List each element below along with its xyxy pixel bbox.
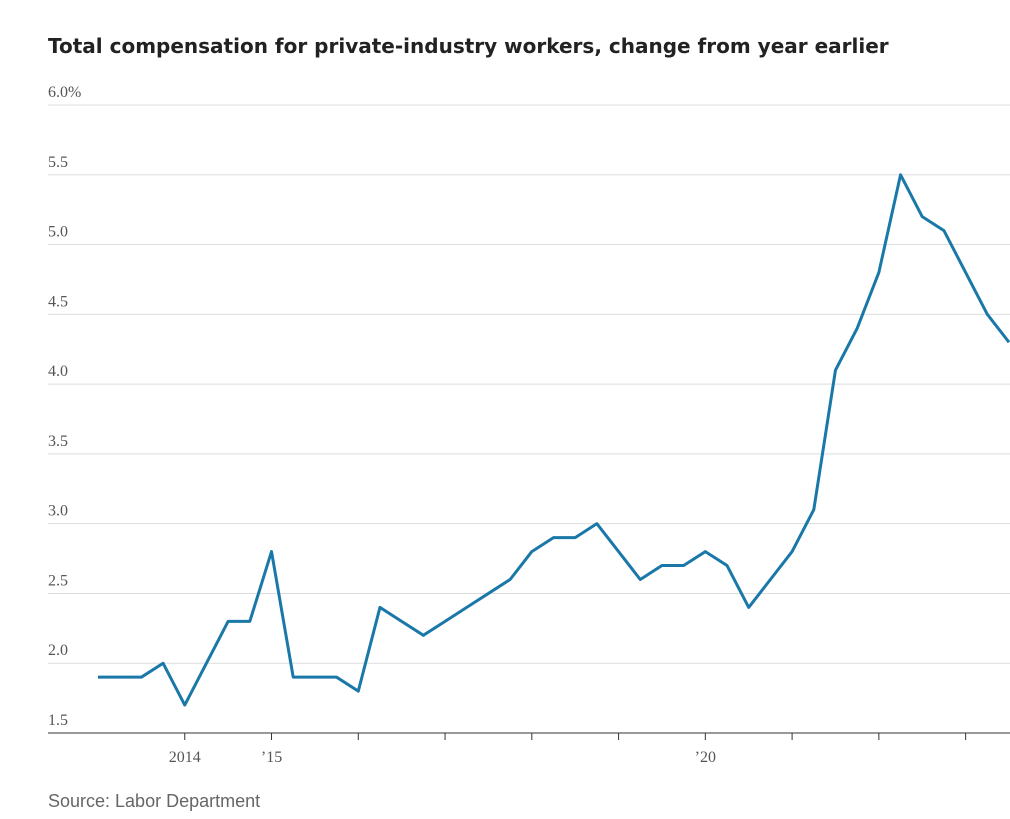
y-tick-label: 5.0 xyxy=(48,224,68,241)
y-tick-label: 3.0 xyxy=(48,503,68,520)
y-tick-label: 5.5 xyxy=(48,154,68,171)
x-tick-label: ’15 xyxy=(261,749,282,766)
data-line xyxy=(98,173,1010,707)
y-tick-label: 2.0 xyxy=(48,642,68,659)
y-tick-label: 6.0% xyxy=(48,84,81,101)
y-tick-label: 4.5 xyxy=(48,293,68,310)
y-tick-label: 2.5 xyxy=(48,572,68,589)
y-tick-label: 4.0 xyxy=(48,363,68,380)
chart-title: Total compensation for private-industry … xyxy=(48,34,889,58)
x-tick-label: ’20 xyxy=(695,749,716,766)
y-tick-label: 1.5 xyxy=(48,712,68,729)
x-tick-label: 2014 xyxy=(169,749,201,766)
y-tick-label: 3.5 xyxy=(48,433,68,450)
source: Source: Labor Department xyxy=(48,791,260,811)
